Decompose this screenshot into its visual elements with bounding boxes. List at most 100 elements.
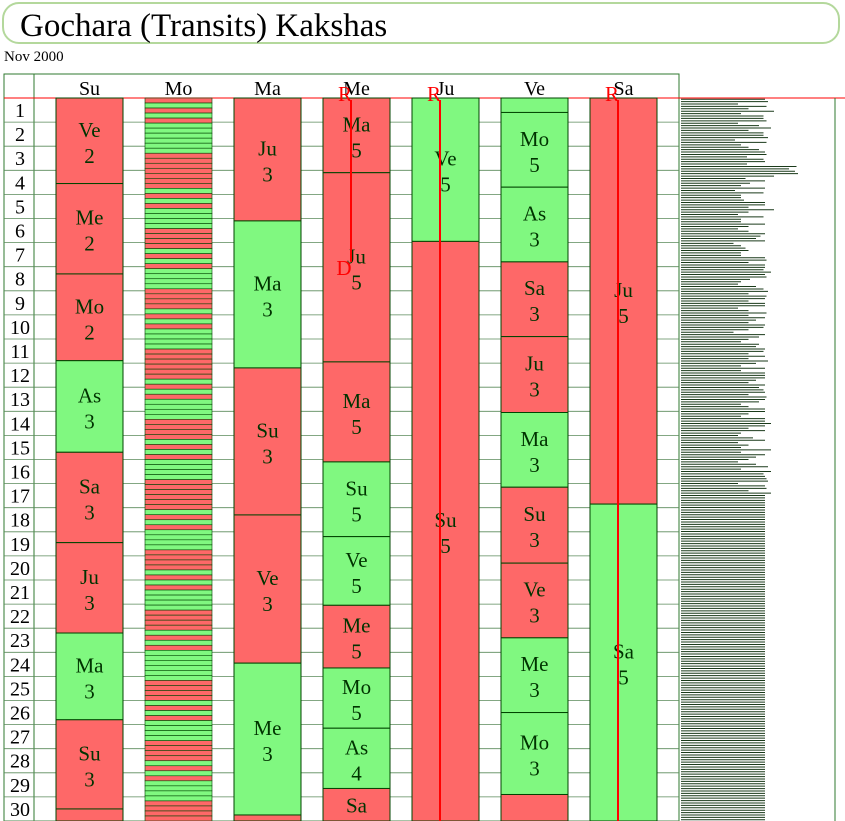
retro-marker: R — [427, 82, 441, 106]
kaksha-points: 3 — [84, 591, 95, 615]
title-box: Gochara (Transits) Kakshas — [2, 2, 840, 44]
moon-stripe — [144, 178, 213, 184]
day-label: 25 — [10, 678, 30, 700]
moon-stripe — [144, 675, 213, 681]
kaksha-lord: Sa — [524, 276, 546, 300]
kaksha-segment — [500, 486, 569, 564]
day-label: 3 — [15, 148, 25, 170]
moon-stripe — [144, 584, 213, 591]
moon-stripe — [144, 459, 213, 465]
moon-stripe — [144, 715, 213, 721]
moon-stripe — [144, 800, 213, 807]
moon-stripe — [144, 454, 213, 460]
kaksha-lord: Ma — [521, 427, 550, 451]
kaksha-points: 5 — [351, 415, 362, 439]
kaksha-segment — [55, 451, 124, 544]
moon-stripe — [144, 132, 213, 139]
kaksha-points: 3 — [262, 742, 273, 766]
moon-stripe — [144, 660, 213, 666]
kaksha-points: 3 — [84, 767, 95, 791]
moon-stripe — [144, 228, 213, 234]
day-label: 24 — [10, 654, 30, 676]
day-label: 11 — [10, 341, 29, 363]
moon-stripe — [144, 604, 213, 611]
kaksha-lord: Ve — [434, 147, 456, 171]
kaksha-points: 3 — [529, 528, 540, 552]
moon-stripe — [144, 685, 213, 691]
moon-stripe — [144, 434, 213, 440]
moon-stripe — [144, 705, 213, 711]
kaksha-segment — [500, 97, 569, 113]
moon-stripe — [144, 388, 213, 395]
kaksha-points: 2 — [84, 232, 95, 256]
moon-stripe — [144, 273, 213, 280]
moon-stripe — [144, 278, 213, 285]
moon-stripe — [144, 449, 213, 455]
day-label: 12 — [10, 365, 30, 387]
kaksha-points: 3 — [529, 603, 540, 627]
moon-stripe — [144, 574, 213, 581]
moon-stripe — [144, 419, 213, 425]
kaksha-lord: Me — [254, 716, 282, 740]
moon-stripe — [144, 208, 213, 214]
moon-stripe — [144, 474, 213, 480]
moon-stripe — [144, 655, 213, 661]
moon-stripe — [144, 444, 213, 450]
kaksha-lord: Mo — [520, 127, 549, 151]
moon-stripe — [144, 102, 213, 109]
moon-stripe — [144, 137, 213, 144]
kaksha-points: 5 — [440, 534, 451, 558]
kaksha-lord: Ma — [343, 389, 372, 413]
moon-stripe — [144, 629, 213, 636]
kaksha-lord: Ve — [256, 566, 278, 590]
moon-stripe — [144, 534, 213, 541]
moon-stripe — [144, 599, 213, 606]
day-label: 6 — [15, 221, 25, 243]
kaksha-points: 5 — [618, 666, 629, 690]
kaksha-segment — [589, 503, 658, 821]
kaksha-segment — [589, 97, 658, 505]
moon-stripe — [144, 730, 213, 736]
kaksha-lord: As — [345, 735, 368, 759]
moon-stripe — [144, 700, 213, 706]
kaksha-segment — [322, 461, 391, 538]
moon-stripe — [144, 117, 213, 124]
moon-stripe — [144, 373, 213, 380]
moon-stripe — [144, 469, 213, 475]
moon-stripe — [144, 740, 213, 746]
moon-stripe — [144, 695, 213, 701]
kaksha-lord: Sa — [613, 640, 635, 664]
moon-stripe — [144, 529, 213, 536]
kaksha-lord: Ve — [78, 118, 100, 142]
kaksha-lord: Sa — [346, 794, 368, 818]
moon-stripe — [144, 619, 213, 626]
moon-stripe — [144, 429, 213, 435]
planet-header: Ve — [524, 78, 545, 100]
kaksha-lord: As — [78, 383, 101, 407]
moon-stripe — [144, 378, 213, 385]
moon-stripe — [144, 765, 213, 772]
kaksha-lord: Ve — [345, 548, 367, 572]
moon-stripe — [144, 519, 213, 526]
direct-marker: D — [336, 256, 351, 280]
moon-stripe — [144, 609, 213, 616]
moon-stripe — [144, 504, 213, 511]
moon-stripe — [144, 775, 213, 782]
kaksha-segment — [322, 361, 391, 463]
moon-stripe — [144, 358, 213, 365]
moon-stripe — [144, 649, 213, 656]
retro-marker: R — [338, 82, 352, 106]
moon-stripe — [144, 614, 213, 621]
moon-stripe — [144, 303, 213, 310]
kaksha-segment — [322, 97, 391, 174]
day-label: 7 — [15, 245, 25, 267]
moon-stripe — [144, 479, 213, 485]
moon-stripe — [144, 258, 213, 264]
kaksha-segment — [322, 172, 391, 363]
moon-stripe — [144, 97, 213, 104]
kaksha-points: 5 — [529, 153, 540, 177]
moon-stripe — [144, 745, 213, 752]
kaksha-segment — [500, 261, 569, 338]
day-label: 20 — [10, 558, 30, 580]
